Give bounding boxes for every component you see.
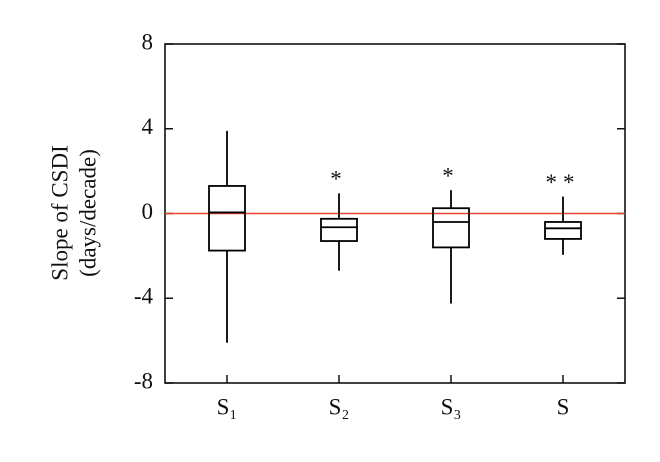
x-tick-label: S₁ [217,394,238,419]
y-tick-label: 0 [142,199,154,224]
y-axis-label: (days/decade) [75,149,100,277]
annotation: * [442,163,460,188]
y-tick-label: 8 [142,29,154,54]
y-tick-label: 4 [142,114,154,139]
x-tick-label: S [557,394,570,419]
y-axis-label: Slope of CSDI [47,145,72,280]
box [544,221,582,240]
box [432,207,470,249]
box [320,217,358,242]
annotation: * [330,167,348,192]
box [208,185,246,252]
x-tick-label: S₂ [329,394,350,419]
y-tick-label: -4 [134,284,154,309]
x-tick-label: S₃ [441,394,462,419]
annotation: ** [546,170,581,195]
y-tick-label: -8 [134,368,153,393]
